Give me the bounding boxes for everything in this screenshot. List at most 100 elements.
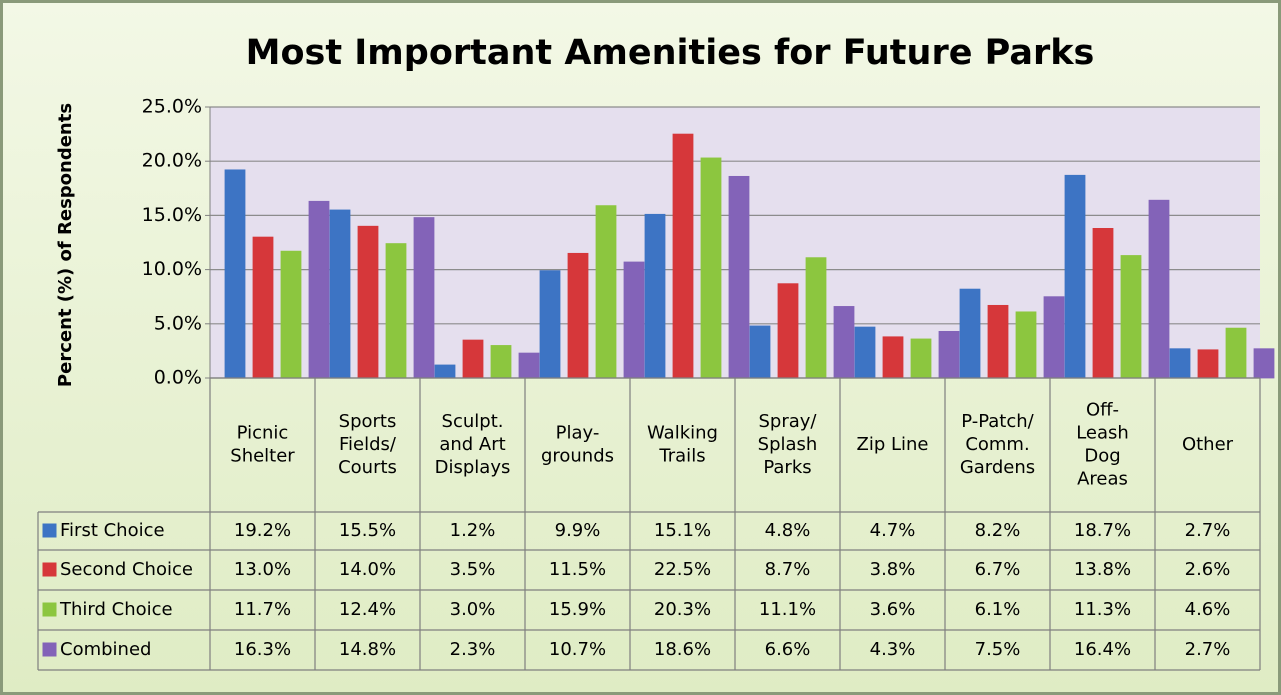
bar <box>1225 327 1247 379</box>
x-tick-label: Play-grounds <box>541 423 614 467</box>
bar <box>413 217 435 379</box>
data-label: 9.9% <box>555 520 601 541</box>
data-label: 6.7% <box>975 559 1021 580</box>
data-label: 10.7% <box>549 639 606 660</box>
data-label: 3.8% <box>870 559 916 580</box>
y-tick-label: 15.0% <box>142 204 202 226</box>
bar <box>623 261 645 379</box>
x-tick-label: Picnic Shelter <box>230 423 295 467</box>
data-label: 19.2% <box>234 520 291 541</box>
legend-key <box>42 562 57 577</box>
data-label: 3.6% <box>870 599 916 620</box>
data-label: 11.3% <box>1074 599 1131 620</box>
data-label: 8.7% <box>765 559 811 580</box>
data-label: 2.6% <box>1185 559 1231 580</box>
data-label: 7.5% <box>975 639 1021 660</box>
data-label: 16.4% <box>1074 639 1131 660</box>
bar <box>1148 199 1170 379</box>
bar <box>1015 311 1037 379</box>
legend-label: Third Choice <box>59 599 173 620</box>
bar <box>539 270 561 379</box>
data-label: 18.7% <box>1074 520 1131 541</box>
data-label: 16.3% <box>234 639 291 660</box>
data-label: 4.8% <box>765 520 811 541</box>
x-tick-label: Walking Trails <box>647 423 718 467</box>
bar <box>329 209 351 379</box>
data-label: 11.5% <box>549 559 606 580</box>
bar <box>987 304 1009 379</box>
data-label: 15.1% <box>654 520 711 541</box>
chart-title: Most Important Amenities for Future Park… <box>246 33 1095 73</box>
data-label: 6.1% <box>975 599 1021 620</box>
bar <box>1169 348 1191 379</box>
bar <box>728 175 750 379</box>
bar <box>882 336 904 379</box>
bar <box>700 157 722 379</box>
x-tick-label: Off-Leash Dog Areas <box>1076 400 1129 490</box>
x-tick-label: Sports Fields/Courts <box>338 411 397 478</box>
data-label: 11.1% <box>759 599 816 620</box>
y-tick-label: 5.0% <box>154 312 202 334</box>
x-tick-label: Other <box>1182 434 1234 455</box>
data-label: 8.2% <box>975 520 1021 541</box>
data-label: 15.5% <box>339 520 396 541</box>
x-tick-label: Sculpt. and Art Displays <box>435 411 511 478</box>
bar <box>252 236 274 379</box>
data-label: 15.9% <box>549 599 606 620</box>
legend-label: First Choice <box>60 520 165 541</box>
y-axis-label: Percent (%) of Respondents <box>55 103 76 387</box>
bar <box>567 252 589 379</box>
data-label: 12.4% <box>339 599 396 620</box>
legend-key <box>42 602 57 617</box>
bar <box>833 306 855 379</box>
bar <box>1043 296 1065 379</box>
data-label: 4.6% <box>1185 599 1231 620</box>
bar <box>518 352 540 379</box>
data-label: 11.7% <box>234 599 291 620</box>
y-tick-label: 0.0% <box>154 367 202 389</box>
bar <box>777 283 799 379</box>
data-label: 14.0% <box>339 559 396 580</box>
y-tick-label: 20.0% <box>142 150 202 172</box>
legend-label: Second Choice <box>60 559 193 580</box>
data-label: 2.3% <box>450 639 496 660</box>
data-label: 14.8% <box>339 639 396 660</box>
legend-key <box>42 642 57 657</box>
data-label: 20.3% <box>654 599 711 620</box>
bar <box>672 133 694 379</box>
x-tick-label: Spray/Splash Parks <box>758 411 818 478</box>
bar <box>1120 255 1142 379</box>
data-label: 1.2% <box>450 520 496 541</box>
bar <box>280 250 302 379</box>
bar <box>749 325 771 379</box>
legend-label: Combined <box>60 639 151 660</box>
data-label: 13.0% <box>234 559 291 580</box>
bar <box>938 330 960 379</box>
bar <box>805 257 827 379</box>
bar <box>1064 174 1086 379</box>
x-tick-label: P-Patch/Comm. Gardens <box>960 411 1035 478</box>
bar <box>854 326 876 379</box>
data-label: 4.3% <box>870 639 916 660</box>
bar <box>1253 348 1275 379</box>
data-label: 3.5% <box>450 559 496 580</box>
bar <box>644 213 666 379</box>
bar <box>1092 228 1114 379</box>
bar <box>357 225 379 379</box>
y-tick-label: 25.0% <box>142 96 202 118</box>
data-label: 13.8% <box>1074 559 1131 580</box>
bar <box>385 243 407 379</box>
data-label: 22.5% <box>654 559 711 580</box>
data-label: 18.6% <box>654 639 711 660</box>
bar <box>959 288 981 379</box>
data-label: 3.0% <box>450 599 496 620</box>
data-label: 2.7% <box>1185 639 1231 660</box>
bar <box>1197 349 1219 379</box>
y-tick-label: 10.0% <box>142 258 202 280</box>
data-label: 6.6% <box>765 639 811 660</box>
bar <box>224 169 246 379</box>
data-label: 2.7% <box>1185 520 1231 541</box>
x-tick-label: Zip Line <box>857 434 929 455</box>
